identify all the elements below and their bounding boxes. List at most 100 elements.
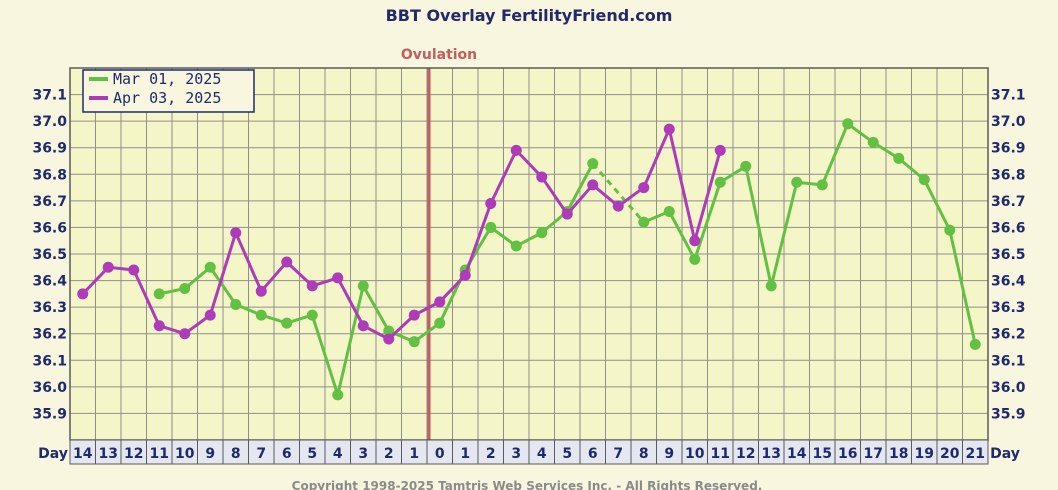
series-line-segment bbox=[565, 162, 595, 213]
data-point bbox=[128, 264, 140, 276]
y-tick-label: 36.4 bbox=[32, 274, 67, 290]
series-line-segment bbox=[489, 148, 518, 206]
x-tick-label: 7 bbox=[256, 446, 266, 462]
data-point bbox=[179, 283, 191, 295]
x-tick-label: 4 bbox=[537, 446, 547, 462]
y-tick-label: 36.9 bbox=[991, 141, 1026, 157]
y-tick-label: 36.8 bbox=[991, 167, 1026, 183]
x-tick-label: 17 bbox=[864, 446, 883, 462]
y-tick-label: 35.9 bbox=[32, 406, 67, 422]
data-point bbox=[102, 261, 114, 273]
series-line-segment bbox=[897, 156, 926, 182]
series-line-segment bbox=[463, 202, 493, 277]
y-tick-label: 36.0 bbox=[32, 380, 67, 396]
x-axis-label-right: Day bbox=[990, 446, 1020, 462]
y-tick-label: 36.9 bbox=[32, 141, 67, 157]
y-tick-label: 36.7 bbox=[991, 194, 1026, 210]
y-tick-label: 35.9 bbox=[991, 406, 1026, 422]
series-line-segment bbox=[208, 231, 238, 317]
data-point bbox=[357, 280, 369, 292]
x-tick-label: 12 bbox=[736, 446, 755, 462]
data-point bbox=[459, 269, 471, 281]
y-tick-label: 37.0 bbox=[32, 114, 67, 130]
data-point bbox=[408, 336, 420, 348]
series-line-segment bbox=[922, 178, 952, 232]
data-point bbox=[969, 338, 981, 350]
data-point bbox=[230, 227, 242, 239]
data-point bbox=[281, 256, 293, 268]
x-tick-label: 10 bbox=[685, 446, 705, 462]
x-tick-label: 7 bbox=[613, 446, 623, 462]
data-point bbox=[587, 158, 599, 170]
data-point bbox=[204, 261, 216, 273]
x-axis-label-left: Day bbox=[38, 446, 68, 462]
y-tick-label: 36.6 bbox=[991, 220, 1026, 236]
x-tick-label: 14 bbox=[787, 446, 807, 462]
data-point bbox=[638, 182, 650, 194]
data-point bbox=[689, 235, 701, 247]
legend-box bbox=[82, 69, 255, 113]
series-line-segment bbox=[132, 268, 161, 328]
data-point bbox=[434, 317, 446, 329]
series-line-segment bbox=[693, 148, 722, 243]
series-line-segment bbox=[208, 265, 238, 306]
data-point bbox=[153, 320, 165, 332]
y-tick-label: 36.1 bbox=[32, 353, 67, 369]
data-point bbox=[434, 296, 446, 308]
x-tick-label: 11 bbox=[711, 446, 730, 462]
y-axis-right: 37.1 37.0 36.9 36.8 36.7 36.6 36.5 36.4 36.3 36.2… bbox=[991, 88, 1026, 423]
data-point bbox=[485, 198, 497, 210]
x-tick-label: 8 bbox=[639, 446, 649, 462]
x-tick-label: 16 bbox=[838, 446, 857, 462]
x-tick-label: 9 bbox=[205, 446, 215, 462]
data-point bbox=[179, 328, 191, 340]
y-tick-label: 36.4 bbox=[991, 274, 1026, 290]
series-line-segment bbox=[514, 148, 544, 179]
y-tick-label: 37.1 bbox=[991, 88, 1026, 104]
x-tick-label: 8 bbox=[231, 446, 241, 462]
series-line-segment bbox=[565, 183, 595, 216]
chart-title: BBT Overlay FertilityFriend.com bbox=[386, 6, 673, 25]
x-tick-label: 18 bbox=[889, 446, 908, 462]
data-point bbox=[255, 309, 267, 321]
x-tick-label: 20 bbox=[940, 446, 960, 462]
x-axis-separators bbox=[95, 440, 963, 464]
x-axis-ticks: 14 13 12 11 10 9 8 7 6 5 4 3 2 1 0 1 2 3 4 5 6 7 8 9 10 11 12 13 14 1… bbox=[73, 446, 985, 462]
y-tick-label: 37.0 bbox=[991, 114, 1026, 130]
series-line-segment bbox=[820, 122, 850, 187]
series-line-segment bbox=[667, 127, 697, 243]
x-tick-label: 11 bbox=[150, 446, 169, 462]
y-tick-label: 36.5 bbox=[991, 247, 1026, 263]
data-point bbox=[893, 152, 905, 164]
data-point bbox=[842, 118, 854, 130]
data-point bbox=[765, 280, 777, 292]
series-mar-01 bbox=[153, 118, 981, 401]
y-tick-label: 36.0 bbox=[991, 380, 1026, 396]
y-tick-label: 36.3 bbox=[32, 300, 67, 316]
data-point bbox=[536, 171, 548, 183]
copyright-footer: Copyright 1998-2025 Tamtris Web Services… bbox=[292, 479, 763, 490]
y-tick-label: 36.1 bbox=[991, 353, 1026, 369]
data-point bbox=[663, 123, 675, 135]
series-layer bbox=[77, 118, 981, 401]
data-point bbox=[306, 309, 318, 321]
x-tick-label: 10 bbox=[175, 446, 195, 462]
legend: Mar 01, 2025 Apr 03, 2025 bbox=[82, 69, 255, 113]
x-tick-label: 2 bbox=[486, 446, 496, 462]
data-point bbox=[153, 288, 165, 300]
data-point bbox=[663, 205, 675, 217]
x-tick-label: 19 bbox=[915, 446, 934, 462]
data-point bbox=[77, 288, 89, 300]
x-tick-label: 6 bbox=[282, 446, 292, 462]
data-point bbox=[357, 320, 369, 332]
legend-label-apr: Apr 03, 2025 bbox=[113, 89, 221, 107]
legend-label-mar: Mar 01, 2025 bbox=[113, 70, 221, 88]
y-axis-left: 37.1 37.0 36.9 36.8 36.7 36.6 36.5 36.4 36.3 36.2… bbox=[32, 88, 67, 423]
series-line-segment bbox=[438, 273, 467, 304]
x-tick-label: 9 bbox=[664, 446, 674, 462]
data-point bbox=[867, 136, 879, 148]
data-point bbox=[740, 160, 752, 172]
data-point bbox=[332, 272, 344, 284]
series-line-segment bbox=[387, 313, 416, 341]
